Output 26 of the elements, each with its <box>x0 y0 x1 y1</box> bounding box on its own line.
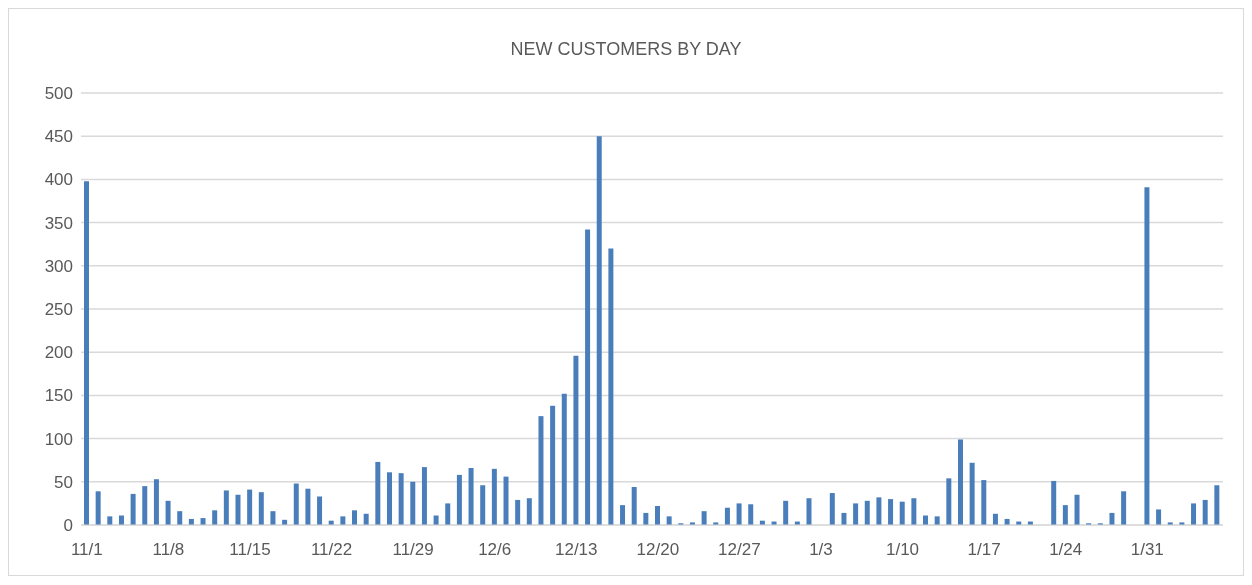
y-tick-label: 500 <box>44 84 73 104</box>
x-tick-label: 1/3 <box>809 540 833 560</box>
x-tick-label: 12/20 <box>636 540 680 560</box>
x-tick-label: 12/27 <box>718 540 761 560</box>
x-tick-label: 1/10 <box>885 540 920 560</box>
x-tick-label: 1/24 <box>1049 540 1083 560</box>
y-tick-label: 50 <box>54 472 73 492</box>
x-tick-label: 12/13 <box>554 540 598 560</box>
x-tick-label: 11/29 <box>392 540 434 560</box>
y-tick-label: 0 <box>63 516 73 536</box>
y-tick-label: 250 <box>44 300 73 320</box>
x-tick-label: 1/31 <box>1130 540 1164 560</box>
x-tick-label: 1/17 <box>967 540 1001 560</box>
y-tick-label: 450 <box>44 127 73 147</box>
x-tick-label: 11/15 <box>229 540 271 560</box>
y-tick-label: 400 <box>44 170 73 190</box>
y-tick-label: 350 <box>44 213 73 233</box>
y-tick-label: 150 <box>44 386 73 406</box>
y-tick-label: 300 <box>44 256 73 276</box>
x-tick-label: 12/6 <box>478 540 512 560</box>
x-tick-label: 11/22 <box>310 540 353 560</box>
y-tick-label: 100 <box>44 429 73 449</box>
y-tick-label: 200 <box>44 343 73 363</box>
x-tick-label: 11/1 <box>70 540 103 560</box>
x-tick-label: 11/8 <box>152 540 185 560</box>
chart-title: NEW CUSTOMERS BY DAY <box>509 39 743 60</box>
